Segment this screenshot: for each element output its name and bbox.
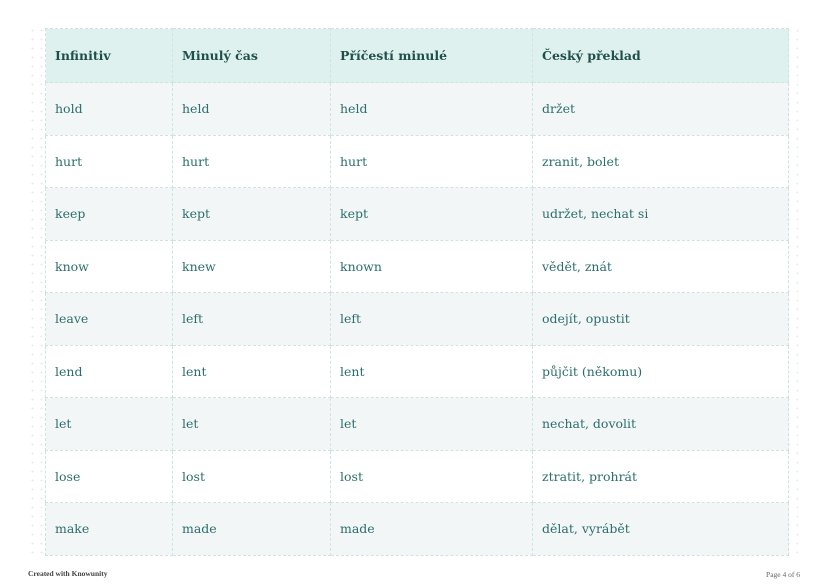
table-cell: dělat, vyrábět — [532, 502, 789, 556]
table-cell: let — [172, 397, 331, 451]
column-header: Infinitiv — [45, 28, 173, 83]
table-cell: made — [330, 502, 533, 556]
table-cell: kept — [172, 187, 331, 241]
table-cell: odejít, opustit — [532, 292, 789, 346]
table-cell: make — [45, 502, 173, 556]
table-cell: lend — [45, 344, 173, 398]
table-row: leave left left odejít, opustit — [45, 292, 789, 346]
table-row: keep kept kept udržet, nechat si — [45, 187, 789, 241]
table-cell: known — [330, 239, 533, 293]
table-cell: lent — [172, 344, 331, 398]
column-header: Český překlad — [532, 28, 789, 83]
table-row: hurt hurt hurt zranit, bolet — [45, 134, 789, 188]
column-header: Minulý čas — [172, 28, 331, 83]
table-cell: hold — [45, 82, 173, 136]
table-cell: hurt — [45, 134, 173, 188]
table-cell: lose — [45, 449, 173, 503]
table-cell: held — [330, 82, 533, 136]
table-cell: lent — [330, 344, 533, 398]
table-cell: knew — [172, 239, 331, 293]
table-cell: let — [330, 397, 533, 451]
table-cell: let — [45, 397, 173, 451]
table-cell: vědět, znát — [532, 239, 789, 293]
table-cell: held — [172, 82, 331, 136]
table-cell: leave — [45, 292, 173, 346]
table-header-row: Infinitiv Minulý čas Příčestí minulé Český … — [45, 28, 789, 83]
table-cell: kept — [330, 187, 533, 241]
table-cell: left — [172, 292, 331, 346]
table-cell: lost — [330, 449, 533, 503]
table-cell: držet — [532, 82, 789, 136]
table-cell: nechat, dovolit — [532, 397, 789, 451]
table-cell: ztratit, prohrát — [532, 449, 789, 503]
table-cell: půjčit (někomu) — [532, 344, 789, 398]
column-header: Příčestí minulé — [330, 28, 533, 83]
table-cell: zranit, bolet — [532, 134, 789, 188]
table-cell: know — [45, 239, 173, 293]
table-row: hold held held držet — [45, 82, 789, 136]
table-cell: left — [330, 292, 533, 346]
footer-page-number: Page 4 of 6 — [766, 570, 800, 579]
verb-table: Infinitiv Minulý čas Příčestí minulé Český … — [45, 28, 789, 556]
table-row: lose lost lost ztratit, prohrát — [45, 449, 789, 503]
table-cell: made — [172, 502, 331, 556]
table-cell: lost — [172, 449, 331, 503]
table-cell: hurt — [330, 134, 533, 188]
table-row: make made made dělat, vyrábět — [45, 502, 789, 556]
table-cell: hurt — [172, 134, 331, 188]
footer-created: Created with Knowunity — [28, 569, 108, 578]
table-cell: udržet, nechat si — [532, 187, 789, 241]
table-row: let let let nechat, dovolit — [45, 397, 789, 451]
table-row: lend lent lent půjčit (někomu) — [45, 344, 789, 398]
table-cell: keep — [45, 187, 173, 241]
table-row: know knew known vědět, znát — [45, 239, 789, 293]
